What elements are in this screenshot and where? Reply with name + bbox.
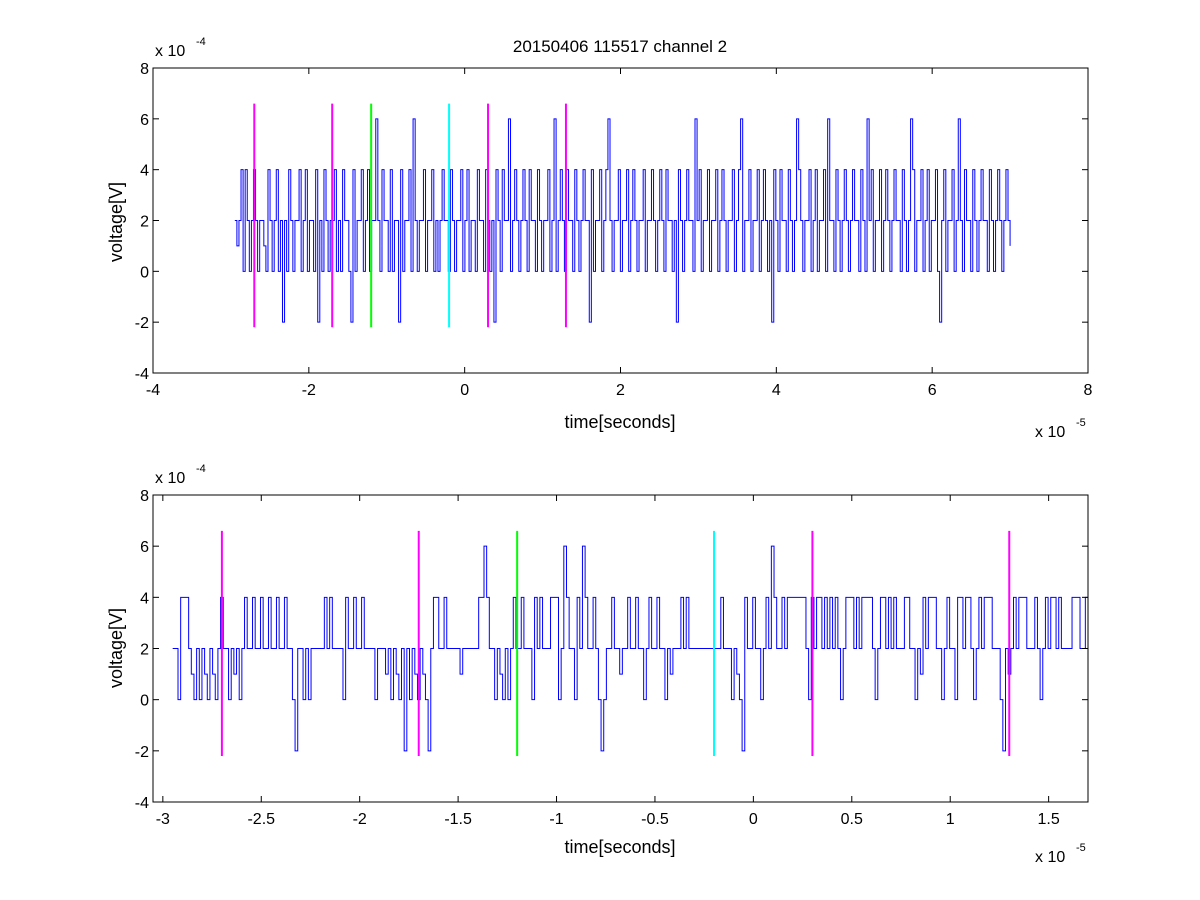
top-x-tick-label: -2: [302, 382, 316, 399]
top-x-tick-label: 4: [772, 382, 781, 399]
bottom-x-exponent: x 10 -5: [1035, 842, 1086, 866]
bottom-marker-layer: [220, 530, 1011, 756]
bottom-x-axis-label: time[seconds]: [564, 837, 675, 857]
top-y-tick-label: 2: [140, 214, 149, 231]
bottom-ticks-layer: -3 -2.5 -2 -1.5 -1 -0.5 0 0.5 1 1.5 -4 -2 0 2 4 6 8: [135, 488, 1088, 828]
bottom-y-tick-label: 0: [140, 693, 149, 710]
bottom-x-tick-label: -2.5: [247, 811, 275, 828]
bottom-signal-layer: [172, 545, 1088, 752]
top-x-tick-label: 2: [616, 382, 625, 399]
bottom-x-tick-label: -2: [353, 811, 367, 828]
top-x-tick-label: -4: [146, 382, 160, 399]
bottom-y-exponent: x 10 -4: [155, 463, 206, 487]
top-y-axis-label: voltage[V]: [106, 182, 126, 262]
top-signal-layer: [234, 118, 1011, 323]
top-y-exponent-base: x 10: [155, 43, 185, 60]
top-x-tick-label: 8: [1084, 382, 1093, 399]
bottom-x-tick-label: 0: [749, 811, 758, 828]
top-y-exponent-power: -4: [196, 36, 206, 48]
bottom-x-tick-label: -3: [156, 811, 170, 828]
top-x-tick-label: 6: [928, 382, 937, 399]
bottom-x-tick-label: -1: [549, 811, 563, 828]
bottom-plot: -3 -2.5 -2 -1.5 -1 -0.5 0 0.5 1 1.5 -4 -2 0 2 4 6 8 time…: [106, 463, 1089, 866]
bottom-x-tick-label: -1.5: [444, 811, 472, 828]
top-y-tick-label: 6: [140, 112, 149, 129]
bottom-y-axis-label: voltage[V]: [106, 608, 126, 688]
top-y-tick-label: 8: [140, 61, 149, 78]
bottom-y-tick-label: 6: [140, 539, 149, 556]
bottom-y-tick-label: -2: [135, 744, 149, 761]
bottom-x-tick-label: 1.5: [1038, 811, 1060, 828]
bottom-x-tick-label: 0.5: [841, 811, 863, 828]
top-y-exponent: x 10 -4: [155, 36, 206, 60]
bottom-y-tick-label: 4: [140, 590, 149, 607]
top-x-exponent-power: -5: [1076, 417, 1086, 429]
bottom-y-tick-label: -4: [135, 795, 149, 812]
bottom-y-tick-label: 2: [140, 642, 149, 659]
top-x-exponent-base: x 10: [1035, 424, 1065, 441]
top-ticks-layer: -4 -2 0 2 4 6 8 -4 -2 0 2 4 6 8: [135, 61, 1093, 399]
top-y-tick-label: -2: [135, 315, 149, 332]
bottom-y-tick-label: 8: [140, 488, 149, 505]
top-y-tick-label: 4: [140, 163, 149, 180]
bottom-x-tick-label: 1: [946, 811, 955, 828]
top-marker-layer: [253, 103, 567, 328]
top-x-axis-label: time[seconds]: [564, 412, 675, 432]
top-plot: 20150406 115517 channel 2 -4 -2 0 2 4 6 8 -4 -2 0…: [106, 36, 1093, 441]
top-x-exponent: x 10 -5: [1035, 417, 1086, 441]
top-y-tick-label: 0: [140, 264, 149, 281]
bottom-y-exponent-power: -4: [196, 463, 206, 475]
bottom-signal-line: [172, 545, 1088, 752]
top-signal-line: [234, 118, 1011, 323]
top-plot-title: 20150406 115517 channel 2: [513, 37, 727, 56]
top-y-tick-label: -4: [135, 366, 149, 383]
bottom-x-tick-label: -0.5: [641, 811, 669, 828]
bottom-x-exponent-power: -5: [1076, 842, 1086, 854]
top-x-tick-label: 0: [460, 382, 469, 399]
bottom-y-exponent-base: x 10: [155, 470, 185, 487]
bottom-x-exponent-base: x 10: [1035, 849, 1065, 866]
